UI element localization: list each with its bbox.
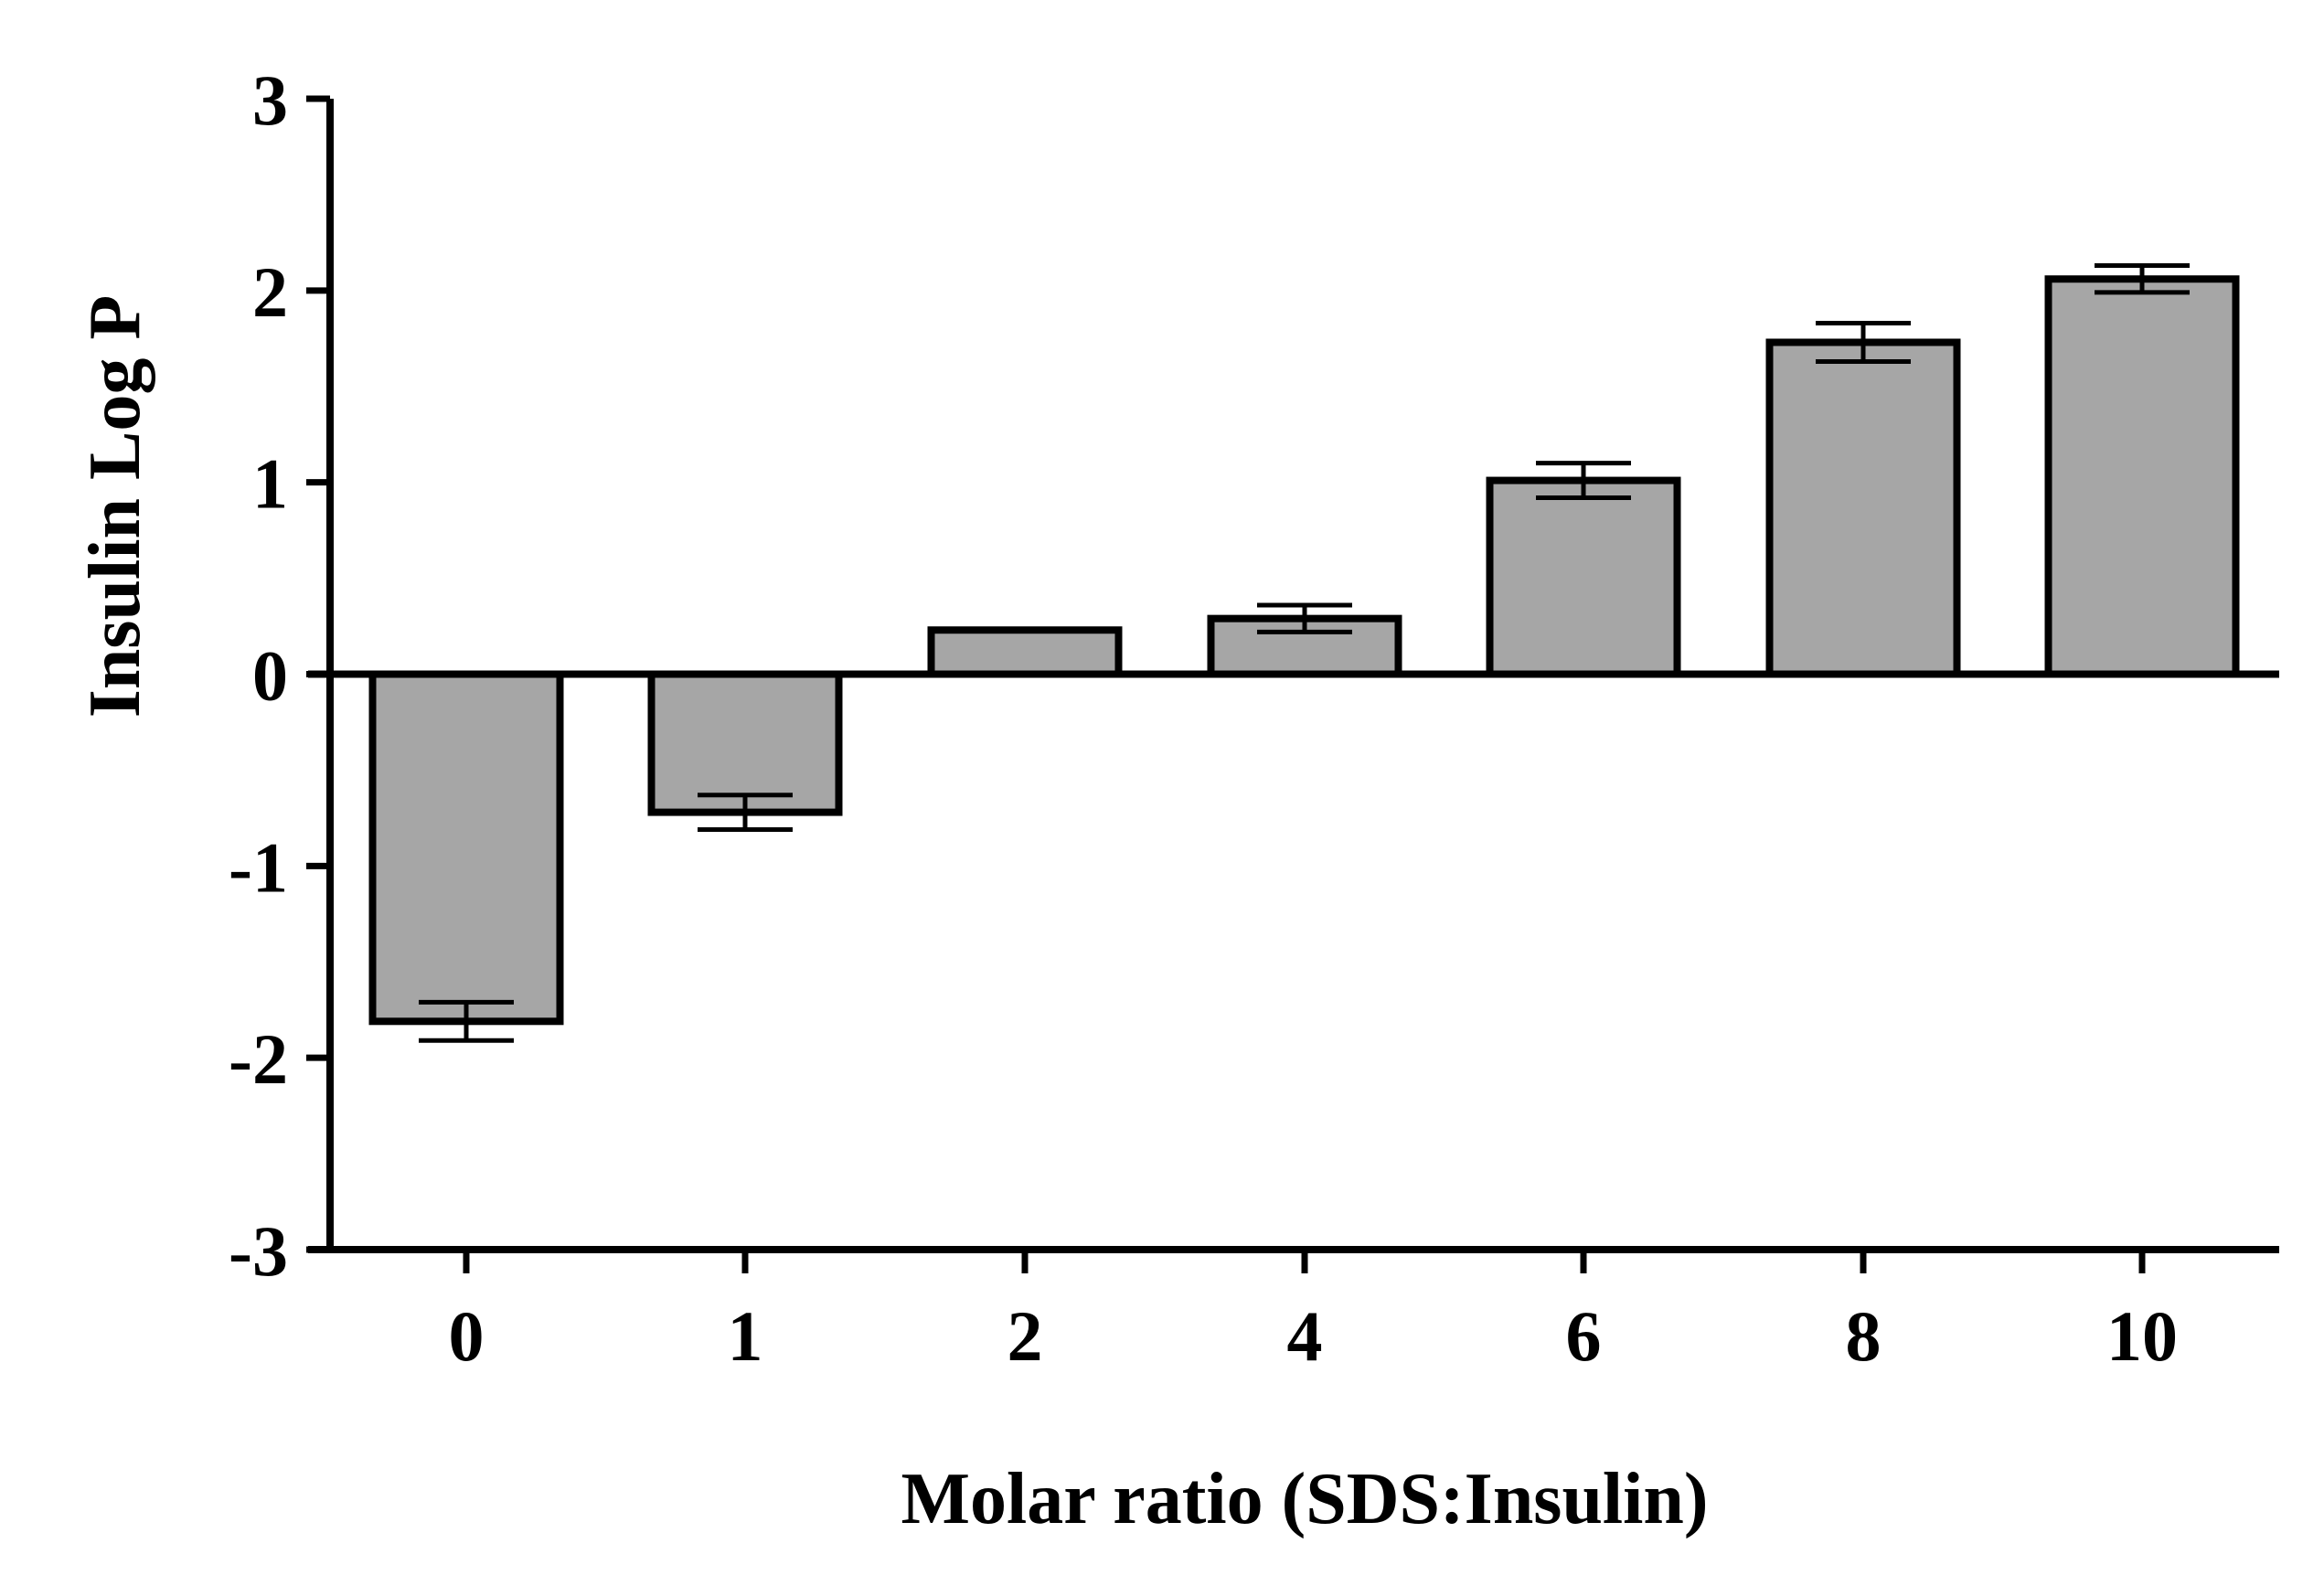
y-tick-label: -1 xyxy=(229,827,288,907)
bar-2 xyxy=(927,626,1123,678)
x-tick-label: 2 xyxy=(1007,1296,1043,1376)
x-tick-label: 8 xyxy=(1846,1296,1882,1376)
y-tick-label: 2 xyxy=(252,252,288,332)
x-axis-ticks: 0 1 2 4 6 8 10 xyxy=(449,1250,2178,1376)
x-tick-label: 1 xyxy=(728,1296,763,1376)
error-bar-6 xyxy=(1536,461,1631,500)
x-tick-label: 10 xyxy=(2106,1296,2178,1376)
error-bar-10 xyxy=(2095,263,2190,295)
x-tick-label: 0 xyxy=(449,1296,485,1376)
error-bar-8 xyxy=(1816,321,1911,364)
y-tick-label: 0 xyxy=(252,636,288,716)
y-tick-label: 1 xyxy=(252,444,288,524)
error-bars xyxy=(419,263,2190,1043)
x-tick-label: 4 xyxy=(1287,1296,1323,1376)
y-axis-ticks: -3 -2 -1 0 1 2 3 xyxy=(229,60,330,1291)
y-axis-title: Insulin Log P xyxy=(75,295,155,718)
error-bar-0 xyxy=(419,999,514,1043)
y-tick-label: -2 xyxy=(229,1019,288,1099)
bar-8 xyxy=(1765,338,1961,678)
bar-0 xyxy=(368,670,564,1026)
error-bar-4 xyxy=(1257,602,1352,634)
bar-10 xyxy=(2044,275,2240,678)
bar-6 xyxy=(1486,476,1681,678)
error-bar-1 xyxy=(698,793,793,832)
y-tick-label: -3 xyxy=(229,1211,288,1291)
x-axis-title: Molar ratio (SDS:Insulin) xyxy=(901,1459,1708,1539)
bars xyxy=(368,275,2240,1026)
y-tick-label: 3 xyxy=(252,60,288,140)
x-tick-label: 6 xyxy=(1566,1296,1602,1376)
bar-1 xyxy=(647,670,843,816)
